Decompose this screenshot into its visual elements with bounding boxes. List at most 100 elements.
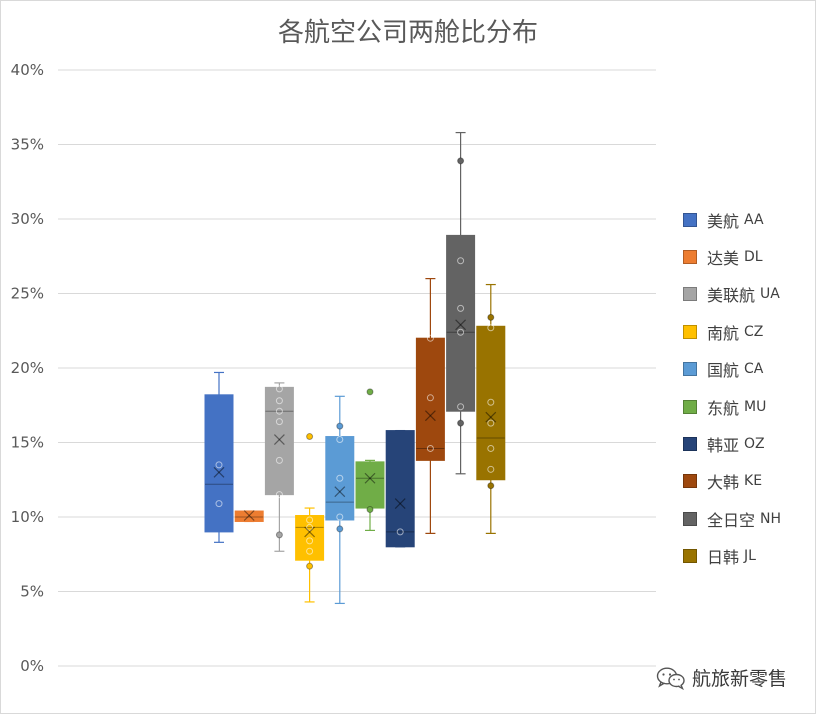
legend-swatch — [683, 511, 697, 526]
data-point — [306, 547, 314, 555]
box-body — [264, 386, 294, 496]
mean-marker — [304, 526, 316, 538]
legend-code: UA — [760, 286, 780, 303]
mean-marker — [424, 410, 436, 422]
legend-code: MU — [744, 398, 767, 415]
legend-swatch — [683, 250, 697, 265]
box-body — [385, 430, 415, 548]
box-oz — [385, 429, 415, 548]
data-point — [457, 403, 465, 411]
data-point — [457, 304, 465, 312]
mean-marker — [485, 411, 497, 423]
legend-item-mu: 东航 MU — [683, 388, 781, 425]
y-tick-label: 20% — [11, 359, 44, 377]
watermark-text: 航旅新零售 — [692, 668, 788, 690]
box-nh — [446, 131, 476, 475]
y-tick-label: 25% — [11, 285, 44, 303]
box-jl — [476, 283, 506, 534]
legend-code: KE — [744, 473, 763, 490]
box-body — [476, 325, 506, 481]
data-point — [487, 419, 495, 427]
mean-marker — [485, 411, 497, 423]
legend-item-cz: 南航 CZ — [683, 313, 781, 350]
mean-marker — [334, 486, 346, 498]
mean-marker — [213, 466, 225, 478]
legend-item-oz: 韩亚 OZ — [683, 425, 781, 462]
data-point — [275, 407, 283, 415]
box-mu — [355, 388, 385, 532]
mean-marker — [213, 466, 225, 478]
data-point — [487, 482, 495, 490]
legend-swatch — [683, 474, 697, 489]
mean-marker — [243, 510, 255, 521]
data-point — [275, 418, 283, 426]
data-point — [275, 397, 283, 405]
data-point — [215, 461, 223, 469]
watermark: 航旅新零售 — [656, 664, 787, 691]
legend-swatch — [683, 549, 697, 564]
mean-marker — [394, 498, 406, 510]
legend-item-ke: 大韩 KE — [683, 463, 781, 500]
mean-marker — [364, 472, 376, 484]
legend-code: JL — [744, 548, 756, 565]
y-tick-label: 15% — [11, 434, 44, 452]
legend-code: OZ — [744, 436, 765, 453]
data-point — [457, 157, 465, 165]
legend-swatch — [683, 399, 697, 414]
legend-swatch — [683, 437, 697, 452]
box-body — [234, 510, 264, 522]
mean-marker — [424, 410, 436, 422]
mean-marker — [455, 319, 467, 331]
data-point — [366, 388, 374, 396]
legend-swatch — [683, 362, 697, 377]
box-ua — [264, 382, 294, 552]
legend-label: 达美 — [707, 249, 740, 269]
y-tick-label: 0% — [20, 657, 44, 675]
legend-code: CA — [744, 361, 764, 378]
legend-swatch — [683, 324, 697, 339]
wechat-icon — [656, 666, 685, 690]
data-point — [275, 531, 283, 539]
data-point — [457, 328, 465, 336]
data-point — [396, 528, 404, 536]
legend-item-jl: 日韩 JL — [683, 538, 781, 575]
y-tick-label: 5% — [20, 583, 44, 601]
mean-marker — [334, 486, 346, 498]
data-point — [336, 474, 344, 482]
data-point — [487, 465, 495, 473]
data-point — [457, 257, 465, 265]
y-tick-label: 40% — [11, 61, 44, 79]
box-body — [415, 337, 445, 461]
data-point — [306, 433, 314, 441]
data-point — [215, 500, 223, 508]
legend-label: 美航 — [707, 211, 740, 231]
legend-label: 国航 — [707, 361, 740, 381]
data-point — [457, 419, 465, 427]
legend: 美航 AA 达美 DL 美联航 UA 南航 CZ 国航 CA 东航 MU 韩亚 OZ 大韩 KE 全日空 NH 日韩… — [683, 201, 781, 575]
box-body — [355, 461, 385, 509]
legend-label: 大韩 — [707, 473, 740, 493]
box-aa — [204, 371, 234, 543]
legend-swatch — [683, 287, 697, 302]
box-ca — [325, 395, 355, 605]
legend-item-nh: 全日空 NH — [683, 500, 781, 537]
data-point — [487, 444, 495, 452]
box-ke — [415, 278, 445, 534]
legend-item-ua: 美联航 UA — [683, 276, 781, 313]
data-point — [275, 385, 283, 393]
data-point — [306, 562, 314, 570]
data-point — [426, 444, 434, 452]
data-point — [426, 334, 434, 342]
data-point — [336, 422, 344, 430]
legend-code: AA — [744, 211, 764, 228]
data-point — [306, 537, 314, 545]
legend-label: 美联航 — [707, 286, 756, 306]
legend-code: CZ — [744, 323, 764, 340]
data-point — [366, 506, 374, 514]
box-dl — [234, 510, 264, 523]
legend-label: 东航 — [707, 398, 740, 418]
data-point — [275, 456, 283, 464]
legend-code: DL — [744, 249, 763, 266]
data-point — [336, 513, 344, 521]
